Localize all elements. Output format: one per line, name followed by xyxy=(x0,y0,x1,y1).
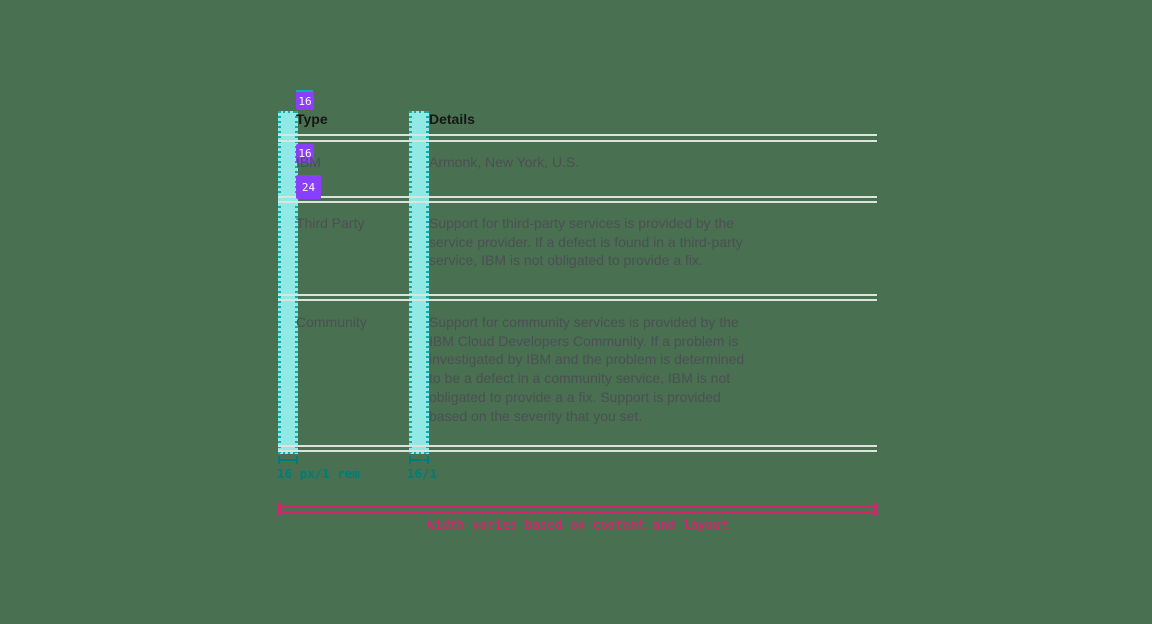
cell-type-community: Community xyxy=(296,314,367,330)
cell-type-ibm: IBM xyxy=(296,154,321,170)
measure-bracket-left xyxy=(278,456,298,464)
measure-label-left-padding: 16 px/1 rem xyxy=(277,466,360,481)
cell-details-ibm: Armonk, New York, U.S. xyxy=(429,154,580,170)
spacer-column-left-padding xyxy=(278,111,298,454)
table-border-row2-line2 xyxy=(278,299,877,301)
column-header-details: Details xyxy=(429,111,475,127)
spacing-badge-row-top-16: 16 xyxy=(296,144,314,163)
width-ruler-rail-bottom xyxy=(280,511,875,513)
width-ruler xyxy=(278,503,877,516)
table-border-header-line2 xyxy=(278,140,877,142)
width-ruler-right-cap xyxy=(874,503,877,516)
measure-bracket-gutter-bar xyxy=(411,459,427,461)
measure-bracket-left-bar xyxy=(280,459,296,461)
spacer-column-gutter xyxy=(409,111,429,454)
table-border-row1-line1 xyxy=(278,196,877,198)
width-note-label: Width varies based on content and layout xyxy=(426,517,729,532)
measure-bracket-gutter xyxy=(409,456,429,464)
measure-label-gutter: 16/1 xyxy=(407,466,438,481)
badge-top-tick xyxy=(296,90,313,92)
width-ruler-left-cap xyxy=(278,503,281,516)
table-border-header-line1 xyxy=(278,134,877,136)
table-border-row1-line2 xyxy=(278,201,877,203)
table-border-row3-line1 xyxy=(278,445,877,447)
cell-details-community: Support for community services is provid… xyxy=(429,314,745,424)
column-header-type: Type xyxy=(296,111,328,127)
spacing-badge-header-16: 16 xyxy=(296,92,314,110)
cell-type-third-party: Third Party xyxy=(296,215,365,231)
width-ruler-rail-top xyxy=(280,506,875,508)
table-border-row3-line2 xyxy=(278,450,877,452)
table-border-row2-line1 xyxy=(278,294,877,296)
cell-details-third-party: Support for third-party services is prov… xyxy=(429,215,743,269)
spacing-badge-row-bottom-24: 24 xyxy=(296,175,321,199)
